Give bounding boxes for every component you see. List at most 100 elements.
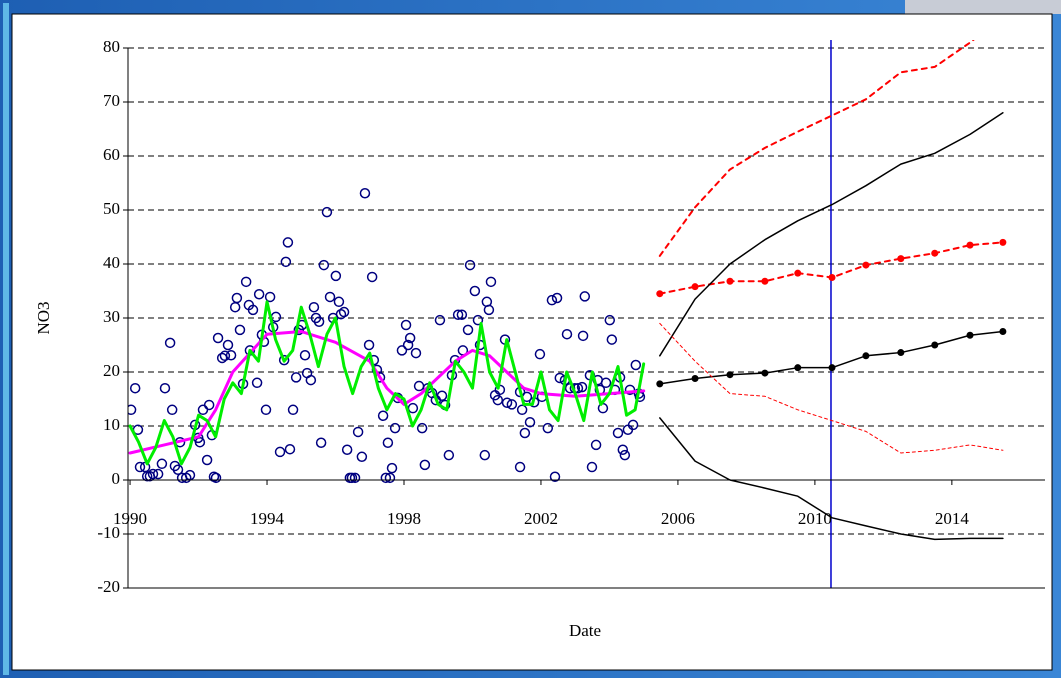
observation-point bbox=[519, 427, 531, 439]
x-tick-label: 2002 bbox=[524, 509, 558, 528]
chart-panel bbox=[11, 13, 1053, 671]
observation-point bbox=[152, 468, 164, 480]
observation-point bbox=[384, 472, 396, 484]
series-point bbox=[999, 328, 1007, 335]
observation-point bbox=[324, 291, 336, 303]
x-tick-label: 1994 bbox=[250, 509, 285, 528]
observation-point bbox=[338, 306, 350, 318]
observation-point bbox=[356, 451, 368, 463]
observation-point bbox=[203, 399, 215, 411]
series-point bbox=[931, 341, 939, 349]
observation-point bbox=[542, 422, 554, 434]
observation-point bbox=[156, 458, 168, 470]
series-point bbox=[862, 352, 870, 360]
observation-point bbox=[278, 354, 290, 366]
series-point bbox=[897, 255, 905, 263]
observation-point bbox=[341, 444, 353, 456]
observation-point bbox=[377, 410, 389, 421]
observation-point bbox=[600, 377, 612, 389]
observation-point bbox=[172, 464, 184, 475]
observation-point bbox=[201, 454, 213, 466]
observation-point bbox=[147, 468, 159, 480]
observation-point bbox=[410, 347, 422, 359]
observation-point bbox=[396, 345, 408, 356]
series-point bbox=[828, 364, 836, 372]
y-tick-label: -20 bbox=[97, 577, 120, 596]
observation-point bbox=[586, 461, 598, 473]
observation-point bbox=[546, 294, 558, 306]
observation-point bbox=[479, 449, 491, 461]
series-line bbox=[128, 300, 646, 466]
series-point bbox=[966, 241, 974, 249]
observation-point bbox=[464, 259, 476, 271]
series-point bbox=[931, 249, 939, 257]
observation-point bbox=[333, 296, 345, 308]
observation-point bbox=[462, 324, 474, 336]
frame-strip bbox=[3, 3, 9, 675]
observation-point bbox=[579, 291, 591, 302]
observation-point bbox=[240, 276, 252, 288]
observation-point bbox=[400, 319, 412, 331]
series-point bbox=[862, 261, 870, 269]
observation-point bbox=[363, 339, 375, 351]
observation-point bbox=[352, 426, 364, 438]
observation-point bbox=[128, 404, 137, 416]
observation-point bbox=[284, 443, 296, 455]
observation-point bbox=[612, 427, 624, 439]
observation-point bbox=[251, 377, 263, 389]
observation-point bbox=[485, 276, 497, 288]
observation-point bbox=[299, 350, 311, 361]
observation-point bbox=[219, 350, 231, 362]
observation-point bbox=[231, 292, 243, 304]
y-tick-label: 10 bbox=[103, 415, 120, 434]
observation-point bbox=[359, 188, 371, 199]
x-tick-label: 2010 bbox=[798, 509, 832, 528]
observation-point bbox=[225, 350, 237, 361]
y-tick-label: -10 bbox=[97, 523, 120, 542]
observation-point bbox=[282, 237, 294, 248]
observation-point bbox=[166, 404, 178, 416]
x-tick-label: 2014 bbox=[935, 509, 970, 528]
observation-point bbox=[264, 291, 276, 303]
series-point bbox=[828, 274, 836, 281]
observation-point bbox=[222, 339, 234, 351]
observation-point bbox=[234, 324, 246, 336]
series-line bbox=[659, 417, 1004, 541]
observation-point bbox=[443, 449, 455, 461]
observation-point bbox=[456, 309, 468, 321]
series-line bbox=[128, 330, 646, 455]
observation-point bbox=[287, 404, 299, 416]
observation-point bbox=[386, 462, 398, 474]
x-axis-title: Date bbox=[569, 621, 601, 640]
observation-point bbox=[534, 348, 546, 360]
observation-point bbox=[313, 316, 325, 328]
observation-point bbox=[402, 339, 414, 351]
observation-point bbox=[382, 437, 394, 448]
observation-point bbox=[389, 422, 401, 434]
observation-point bbox=[516, 404, 528, 416]
y-tick-label: 50 bbox=[103, 199, 120, 218]
observation-point bbox=[561, 328, 573, 340]
x-tick-label: 1990 bbox=[113, 509, 147, 528]
series-point bbox=[761, 369, 769, 377]
observation-point bbox=[576, 381, 588, 393]
x-tick-label: 2006 bbox=[661, 509, 695, 528]
series-point bbox=[897, 349, 905, 357]
observation-point bbox=[380, 472, 392, 484]
observation-point bbox=[524, 416, 536, 428]
series-point bbox=[794, 364, 802, 372]
observation-point bbox=[210, 472, 222, 484]
observation-point bbox=[604, 314, 616, 326]
y-tick-label: 40 bbox=[103, 253, 120, 272]
observation-point bbox=[627, 419, 639, 431]
observation-point bbox=[134, 461, 146, 473]
observation-point bbox=[280, 256, 292, 268]
observation-point bbox=[551, 292, 563, 304]
observation-point bbox=[315, 437, 327, 448]
series-line bbox=[659, 112, 1004, 357]
observation-point bbox=[436, 390, 448, 402]
y-tick-label: 20 bbox=[103, 361, 120, 380]
observation-point bbox=[577, 330, 589, 342]
y-tick-label: 60 bbox=[103, 145, 120, 164]
